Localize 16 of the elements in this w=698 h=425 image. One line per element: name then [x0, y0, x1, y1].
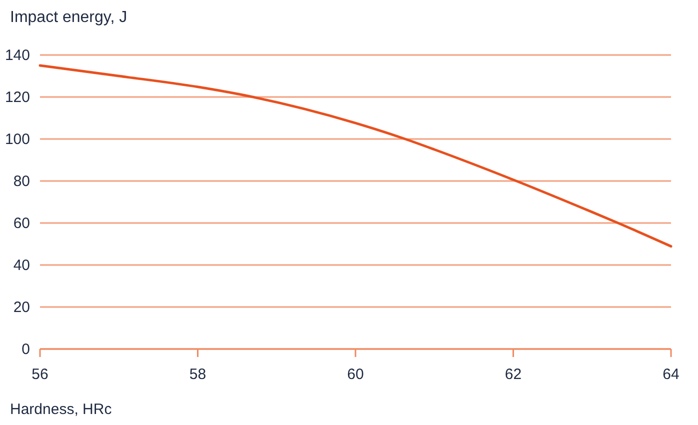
y-tick-label: 60	[13, 215, 30, 232]
y-tick-label: 40	[13, 257, 30, 274]
y-tick-label: 100	[4, 131, 30, 148]
y-tick-label: 20	[13, 299, 30, 316]
x-tick-label: 60	[347, 366, 364, 383]
y-tick-label: 0	[22, 341, 30, 358]
y-tick-label: 120	[4, 89, 30, 106]
y-axis-title: Impact energy, J	[10, 9, 128, 26]
x-axis-title: Hardness, HRc	[10, 401, 112, 418]
y-tick-label: 140	[4, 47, 30, 64]
y-tick-label: 80	[13, 173, 30, 190]
x-tick-label: 58	[189, 366, 206, 383]
line-series	[38, 64, 672, 248]
x-tick-label: 62	[504, 366, 522, 383]
x-tick-label: 64	[662, 366, 680, 383]
x-tick-label: 56	[32, 366, 48, 383]
